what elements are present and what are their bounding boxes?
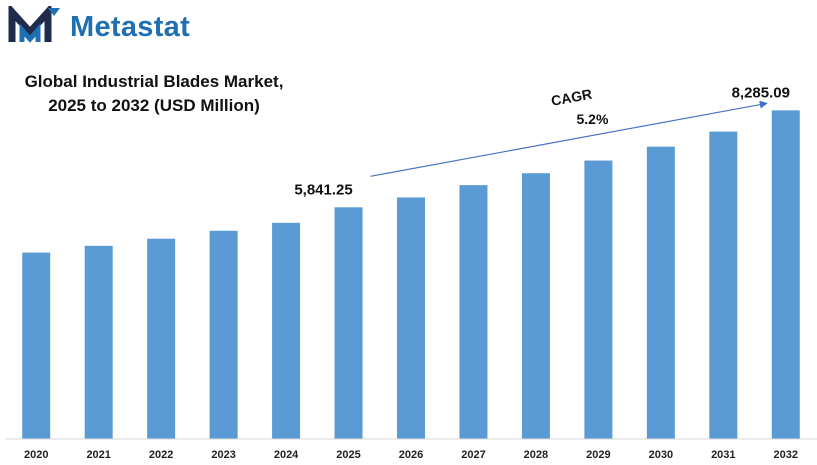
bar-2032 [771, 110, 800, 439]
bar-2031 [709, 131, 738, 440]
chart-title-line-1: Global Industrial Blades Market, [24, 72, 284, 91]
bar-2025 [334, 207, 363, 439]
bar-2021 [84, 245, 113, 439]
cagr-value: 5.2% [577, 111, 609, 127]
bar-2029 [584, 160, 613, 440]
x-tick-label-2025: 2025 [336, 449, 360, 461]
x-tick-label-2027: 2027 [461, 449, 485, 461]
x-tick-label-2023: 2023 [211, 449, 235, 461]
x-tick-label-2021: 2021 [86, 449, 110, 461]
cagr-arrow [370, 100, 768, 177]
x-tick-label-2022: 2022 [149, 449, 173, 461]
cagr-label: CAGR [550, 86, 593, 109]
brand-name: Metastat [70, 11, 191, 43]
bar-2027 [459, 185, 488, 439]
bar-2024 [272, 222, 301, 439]
data-label-2032: 8,285.09 [732, 84, 790, 101]
x-tick-label-2030: 2030 [649, 449, 673, 461]
bar-2028 [521, 173, 550, 439]
bar-2020 [22, 252, 51, 439]
chart-title-line-2: 2025 to 2032 (USD Million) [48, 96, 260, 115]
x-tick-label-2029: 2029 [586, 449, 610, 461]
metastat-m-logo-icon [8, 6, 60, 43]
x-tick-label-2032: 2032 [774, 449, 798, 461]
bar-2023 [209, 230, 238, 439]
chart-title: Global Industrial Blades Market, 2025 to… [4, 70, 304, 118]
x-tick-label-2028: 2028 [524, 449, 548, 461]
bar-2026 [397, 197, 425, 439]
x-tick-label-2026: 2026 [399, 449, 423, 461]
bar-2030 [646, 146, 675, 439]
brand-logo: Metastat [8, 6, 218, 50]
x-tick-label-2020: 2020 [24, 449, 48, 461]
x-tick-label-2024: 2024 [274, 449, 299, 461]
x-tick-label-2031: 2031 [711, 449, 735, 461]
bar-2022 [147, 238, 176, 439]
data-label-2025: 5,841.25 [294, 181, 352, 198]
